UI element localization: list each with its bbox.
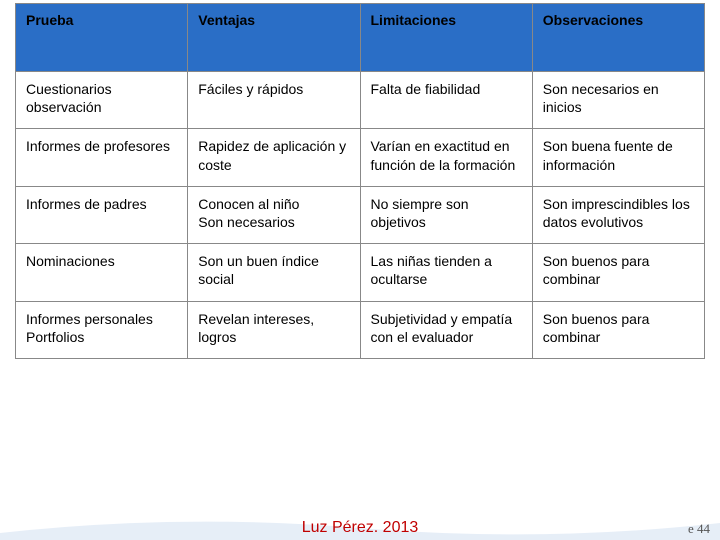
cell: Falta de fiabilidad — [360, 72, 532, 129]
cell: Varían en exactitud en función de la for… — [360, 129, 532, 186]
cell: Cuestionarios observación — [16, 72, 188, 129]
footer-page-number: e 44 — [688, 521, 710, 537]
cell: No siempre son objetivos — [360, 186, 532, 243]
cell: Son un buen índice social — [188, 244, 360, 301]
comparison-table: Prueba Ventajas Limitaciones Observacion… — [15, 3, 705, 359]
cell: Son buenos para combinar — [532, 244, 704, 301]
slide: Prueba Ventajas Limitaciones Observacion… — [0, 3, 720, 540]
cell: Subjetividad y empatía con el evaluador — [360, 301, 532, 358]
cell: Nominaciones — [16, 244, 188, 301]
cell: Conocen al niño Son necesarios — [188, 186, 360, 243]
cell: Informes de profesores — [16, 129, 188, 186]
col-prueba: Prueba — [16, 4, 188, 72]
cell: Son buena fuente de información — [532, 129, 704, 186]
table-row: Informes personales Portfolios Revelan i… — [16, 301, 705, 358]
col-limitaciones: Limitaciones — [360, 4, 532, 72]
table-row: Informes de profesores Rapidez de aplica… — [16, 129, 705, 186]
cell: Son necesarios en inicios — [532, 72, 704, 129]
footer-author: Luz Pérez. 2013 — [302, 519, 419, 537]
table-header-row: Prueba Ventajas Limitaciones Observacion… — [16, 4, 705, 72]
cell: Son imprescindibles los datos evolutivos — [532, 186, 704, 243]
table-row: Cuestionarios observación Fáciles y rápi… — [16, 72, 705, 129]
cell: Son buenos para combinar — [532, 301, 704, 358]
table-row: Informes de padres Conocen al niño Son n… — [16, 186, 705, 243]
cell: Rapidez de aplicación y coste — [188, 129, 360, 186]
col-observaciones: Observaciones — [532, 4, 704, 72]
col-ventajas: Ventajas — [188, 4, 360, 72]
cell: Las niñas tienden a ocultarse — [360, 244, 532, 301]
table-row: Nominaciones Son un buen índice social L… — [16, 244, 705, 301]
cell: Fáciles y rápidos — [188, 72, 360, 129]
cell: Revelan intereses, logros — [188, 301, 360, 358]
cell: Informes de padres — [16, 186, 188, 243]
cell: Informes personales Portfolios — [16, 301, 188, 358]
